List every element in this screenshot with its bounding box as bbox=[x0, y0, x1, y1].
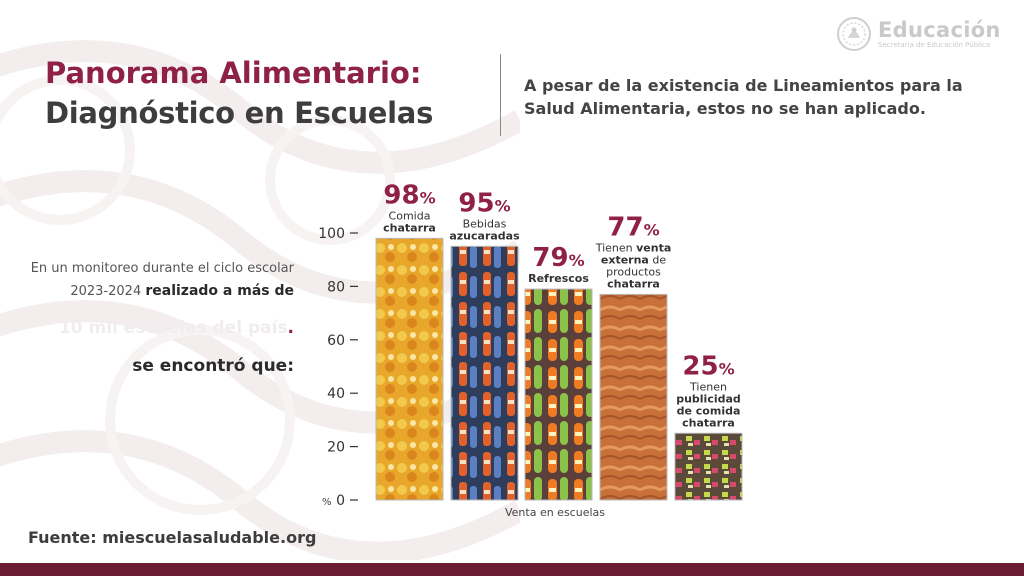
bar-category-label: Comida bbox=[389, 209, 431, 222]
y-tick-label: 40 bbox=[327, 386, 345, 402]
national-seal-icon bbox=[837, 17, 871, 51]
bar-category-label: Refrescos bbox=[528, 272, 589, 285]
bar-category-label: de comida bbox=[677, 404, 741, 417]
bar-value-label: 95% bbox=[458, 188, 510, 218]
logo-subtitle: Secretaría de Educación Pública bbox=[878, 40, 991, 49]
bar-category-label: chatarra bbox=[383, 221, 436, 234]
y-tick-label: 20 bbox=[327, 440, 345, 456]
intro-dot: . bbox=[287, 318, 294, 338]
source-note: Fuente: miescuelasaludable.org bbox=[28, 528, 317, 547]
background-pattern bbox=[0, 40, 520, 560]
bar-category-label: Tienen bbox=[689, 380, 727, 393]
bar-5 bbox=[674, 432, 743, 501]
intro-line1: En un monitoreo durante el ciclo escolar bbox=[30, 261, 294, 276]
logo-title: Educación bbox=[878, 17, 1001, 42]
intro-conclusion: se encontró que: bbox=[132, 356, 294, 376]
intro-line2-bold: realizado a más de bbox=[145, 283, 294, 299]
page-title-line1: Panorama Alimentario: bbox=[45, 56, 422, 90]
page-title-line2: Diagnóstico en Escuelas bbox=[45, 96, 434, 130]
bottom-bar bbox=[0, 563, 1024, 576]
x-axis-label: Venta en escuelas bbox=[505, 506, 605, 519]
bar-category-label: chatarra bbox=[682, 416, 735, 429]
intro-faded-text: 10 mil escuelas del país bbox=[58, 318, 288, 338]
bar-category-label: chatarra bbox=[607, 277, 660, 290]
bar-value-label: 25% bbox=[682, 351, 734, 381]
sep-logo: Educación Secretaría de Educación Públic… bbox=[836, 16, 1001, 52]
bar-category-label: azucaradas bbox=[449, 229, 520, 242]
intro-line2: 2023-2024 bbox=[70, 284, 146, 299]
bar-1 bbox=[375, 237, 444, 501]
y-tick-label: 60 bbox=[327, 333, 345, 349]
bar-value-label: 98% bbox=[383, 180, 435, 210]
bar-4 bbox=[599, 293, 668, 501]
bar-category-label: Bebidas bbox=[463, 217, 507, 230]
bar-category-label: publicidad bbox=[676, 392, 741, 405]
bar-3 bbox=[524, 288, 593, 501]
bar-category-label: Tienen venta bbox=[595, 241, 672, 254]
page-subtitle: A pesar de la existencia de Lineamientos… bbox=[524, 76, 963, 118]
bar-annotations: 98%Comidachatarra95%Bebidasazucaradas79%… bbox=[383, 180, 741, 429]
y-tick-label: 0 bbox=[336, 493, 345, 509]
y-axis: % 0 20 40 60 80 100 bbox=[318, 226, 358, 509]
y-tick-label: 100 bbox=[318, 226, 345, 242]
bar-category-label: externa de bbox=[601, 253, 666, 266]
bar-2 bbox=[450, 245, 519, 501]
intro-text: En un monitoreo durante el ciclo escolar… bbox=[4, 257, 294, 303]
bar-category-label: productos bbox=[606, 265, 661, 278]
bar-value-label: 77% bbox=[607, 212, 659, 242]
bar-value-label: 79% bbox=[532, 243, 584, 273]
intro-faded-line: 10 mil escuelas del país. bbox=[4, 318, 294, 338]
bars bbox=[375, 237, 743, 501]
title-divider bbox=[500, 54, 501, 136]
y-tick-label: 80 bbox=[327, 279, 345, 295]
y-axis-unit: % bbox=[322, 497, 332, 508]
